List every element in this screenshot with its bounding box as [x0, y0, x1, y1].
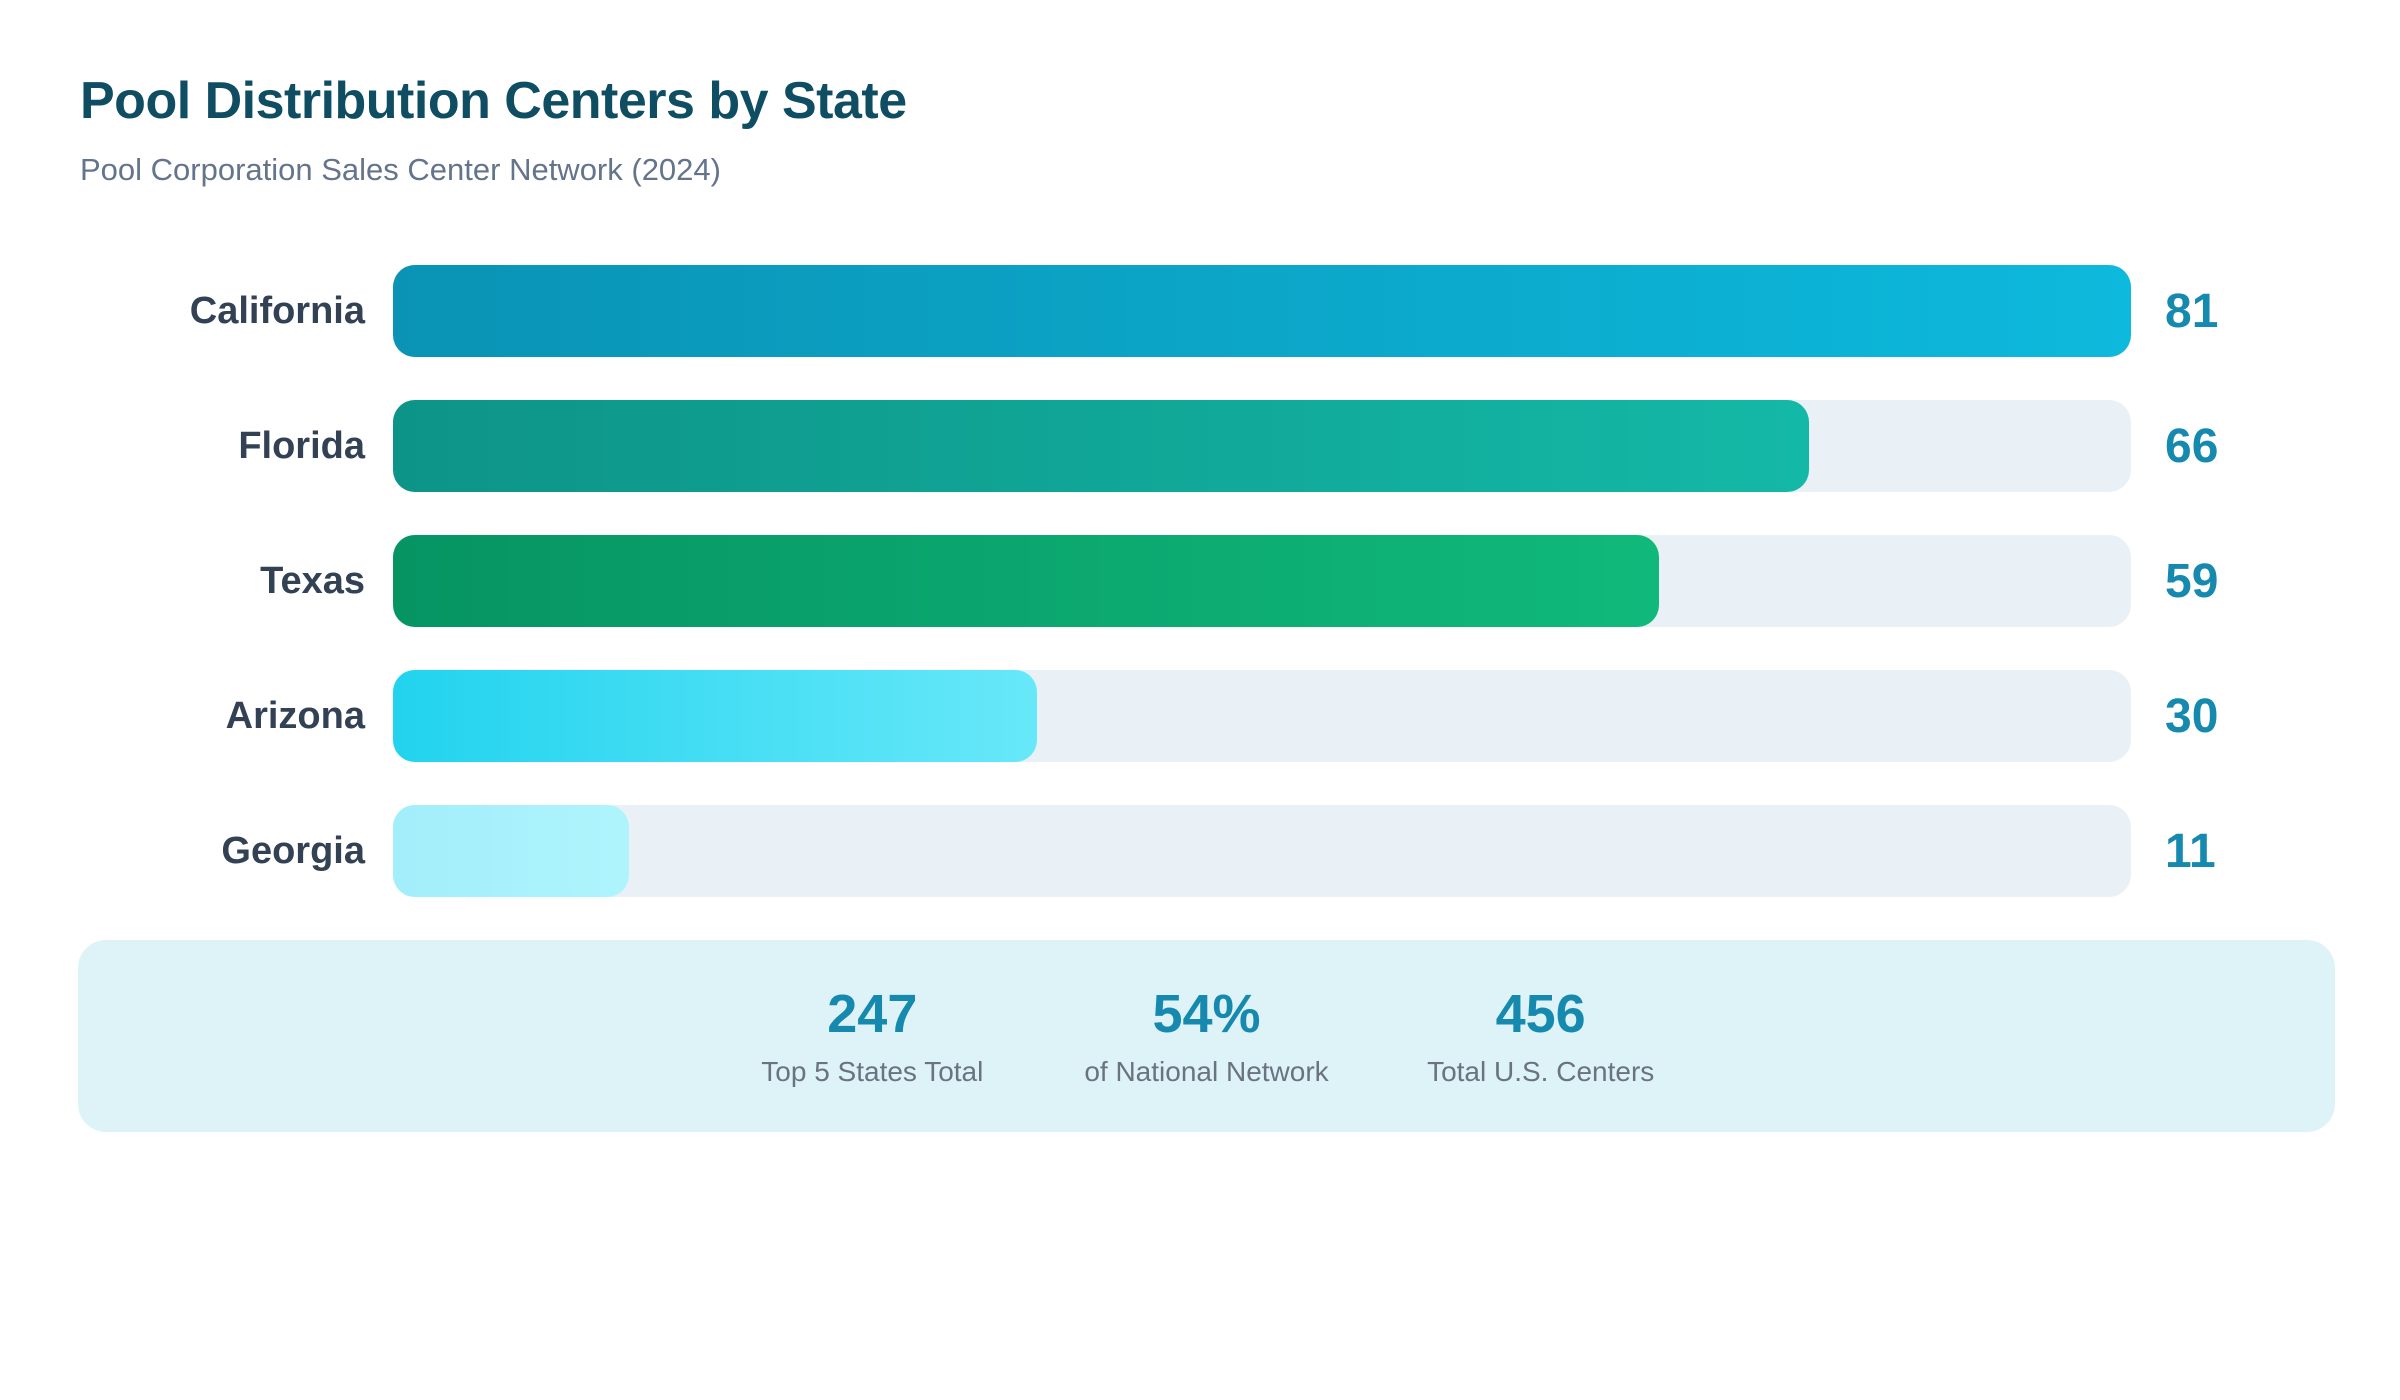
bar-value-label: 66 — [2165, 419, 2219, 473]
bar-chart: California 81 Florida 66 Texas 59 Arizona 30 Geo… — [0, 265, 2400, 898]
page-subtitle: Pool Corporation Sales Center Network (2… — [80, 151, 721, 187]
bar-value-label: 11 — [2165, 824, 2216, 878]
bar-fill — [393, 670, 1037, 763]
bar-row: Florida 66 — [0, 400, 2400, 493]
bar-row: Texas 59 — [0, 535, 2400, 628]
bar-row: Arizona 30 — [0, 670, 2400, 763]
summary-stat: 456 Total U.S. Centers — [1421, 984, 1661, 1087]
bar-row: California 81 — [0, 265, 2400, 358]
bar-track — [393, 805, 2131, 898]
bar-track — [393, 265, 2131, 358]
bar-value-label: 81 — [2165, 284, 2219, 338]
summary-stat-label: of National Network — [1084, 1055, 1329, 1087]
summary-stat-value: 456 — [1495, 984, 1586, 1045]
bar-row: Georgia 11 — [0, 805, 2400, 898]
bar-category-label: Florida — [238, 424, 365, 467]
bar-category-label: Texas — [260, 559, 365, 602]
summary-stat: 247 Top 5 States Total — [752, 984, 992, 1087]
summary-stat-label: Total U.S. Centers — [1427, 1055, 1655, 1087]
bar-fill — [393, 265, 2131, 358]
bar-value-label: 30 — [2165, 689, 2219, 743]
bar-track — [393, 670, 2131, 763]
bar-fill — [393, 535, 1659, 628]
page-title: Pool Distribution Centers by State — [80, 72, 907, 130]
summary-panel: 247 Top 5 States Total 54% of National Netw… — [78, 940, 2335, 1133]
summary-stat-value: 247 — [827, 984, 918, 1045]
bar-track — [393, 400, 2131, 493]
bar-track — [393, 535, 2131, 628]
bar-category-label: Arizona — [225, 694, 365, 737]
summary-stat: 54% of National Network — [1084, 984, 1329, 1087]
summary-stat-value: 54% — [1152, 984, 1261, 1045]
summary-stat-label: Top 5 States Total — [761, 1055, 984, 1087]
bar-value-label: 59 — [2165, 554, 2219, 608]
bar-fill — [393, 400, 1810, 493]
bar-category-label: Georgia — [221, 829, 365, 872]
bar-category-label: California — [189, 289, 365, 332]
bar-fill — [393, 805, 630, 898]
chart-header: Pool Distribution Centers by State Pool … — [0, 0, 2400, 187]
